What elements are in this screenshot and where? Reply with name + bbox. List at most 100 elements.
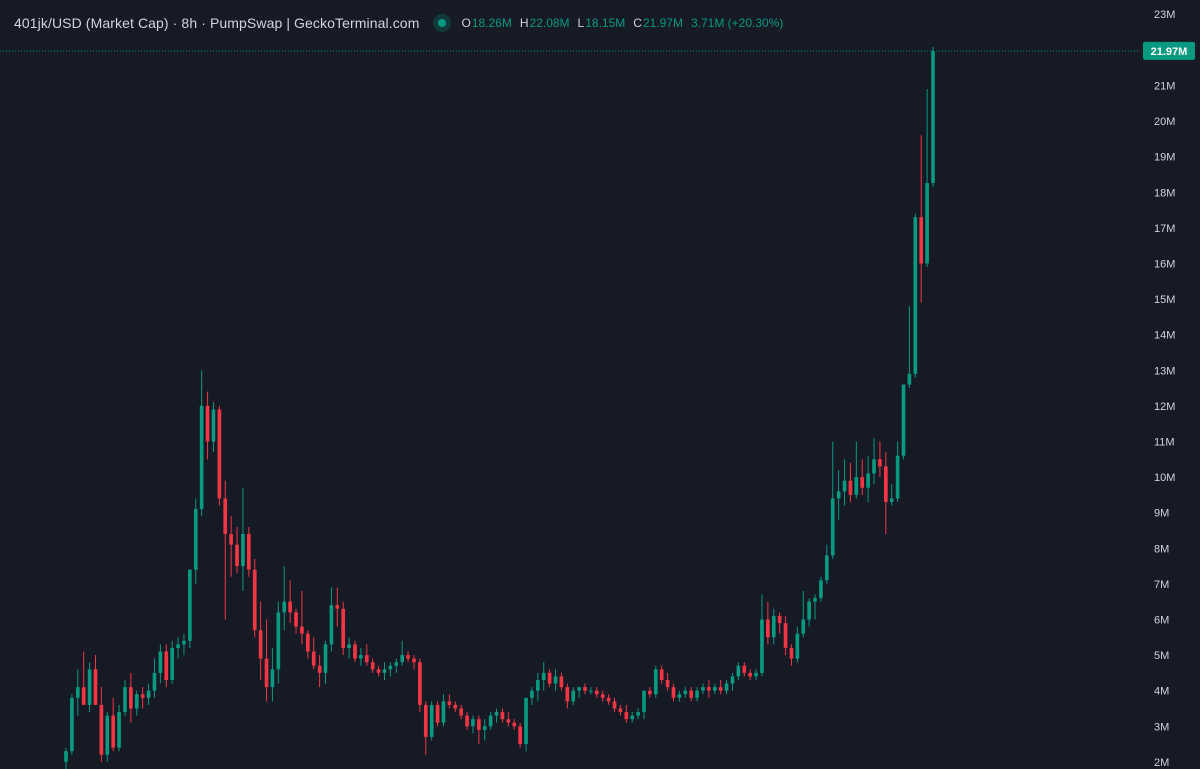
- candle-body: [701, 687, 705, 691]
- candle-body: [453, 704, 458, 709]
- candle-body: [288, 601, 292, 613]
- candle-body: [748, 672, 752, 677]
- candle-body: [111, 715, 116, 748]
- y-tick-label: 7M: [1154, 579, 1169, 591]
- candle-body: [530, 690, 534, 698]
- candle-body: [712, 687, 717, 691]
- candle-body: [134, 694, 139, 709]
- close-value: 21.97M: [642, 16, 683, 30]
- y-tick-label: 15M: [1154, 294, 1175, 306]
- candle-body: [388, 665, 393, 670]
- candle-body: [359, 655, 363, 659]
- candle-body: [64, 751, 68, 762]
- candle-body: [477, 719, 481, 730]
- candle-body: [600, 694, 605, 698]
- y-tick-label: 10M: [1154, 472, 1175, 484]
- candle-body: [264, 658, 269, 688]
- candle-body: [87, 669, 92, 705]
- candle-body: [736, 665, 741, 677]
- candle-body: [193, 509, 198, 570]
- open-value: 18.26M: [471, 16, 512, 30]
- candle-body: [760, 619, 764, 673]
- candle-body: [577, 687, 581, 691]
- candle-body: [866, 473, 870, 488]
- candle-body: [553, 676, 558, 684]
- candle-body: [718, 687, 723, 691]
- candle-body: [382, 669, 387, 673]
- y-tick-label: 21M: [1154, 80, 1175, 92]
- candle-body: [518, 726, 522, 745]
- candles-layer: [64, 46, 935, 769]
- candle-body: [105, 715, 110, 755]
- candle-body: [247, 534, 251, 570]
- candle-body: [872, 459, 876, 474]
- candle-body: [630, 715, 635, 720]
- candle-body: [418, 662, 422, 705]
- candle-body: [223, 498, 228, 535]
- candle-body: [925, 182, 929, 264]
- candle-body: [300, 626, 304, 634]
- candle-body: [465, 715, 469, 727]
- candle-body: [93, 669, 98, 705]
- low-label: L: [577, 16, 585, 30]
- candle-body: [471, 719, 475, 727]
- candle-body: [305, 633, 310, 652]
- price-axis[interactable]: 23M22M21M20M19M18M17M16M15M14M13M12M11M1…: [1143, 9, 1195, 769]
- candle-body: [182, 640, 186, 645]
- y-tick-label: 3M: [1154, 721, 1169, 733]
- y-tick-label: 13M: [1154, 365, 1175, 377]
- candle-body: [158, 651, 163, 673]
- candle-body: [335, 605, 340, 609]
- candle-body: [406, 655, 410, 659]
- y-tick-label: 9M: [1154, 508, 1169, 520]
- low-value: 18.15M: [585, 16, 626, 30]
- y-tick-label: 17M: [1154, 223, 1175, 235]
- candle-body: [801, 619, 806, 634]
- candle-body: [412, 658, 416, 663]
- candle-body: [81, 687, 86, 705]
- candle-body: [653, 669, 658, 695]
- candle-body: [447, 701, 452, 705]
- candle-body: [754, 672, 758, 677]
- last-price-label: 21.97M: [1151, 46, 1188, 58]
- y-tick-label: 23M: [1154, 9, 1175, 21]
- y-tick-label: 19M: [1154, 152, 1175, 164]
- candle-body: [707, 687, 711, 691]
- candle-body: [482, 726, 487, 730]
- candle-body: [883, 466, 888, 502]
- candle-body: [512, 722, 517, 727]
- candle-body: [565, 687, 570, 702]
- candle-body: [170, 647, 174, 680]
- close-label: C: [633, 16, 642, 30]
- candle-body: [252, 569, 257, 631]
- candle-body: [783, 623, 788, 648]
- candle-body: [878, 459, 882, 467]
- candle-body: [75, 687, 80, 698]
- candle-body: [659, 669, 664, 680]
- candle-body: [164, 651, 169, 680]
- candle-body: [825, 555, 829, 581]
- candle-body: [665, 680, 670, 688]
- candle-body: [589, 690, 593, 692]
- candle-body: [624, 712, 629, 720]
- y-tick-label: 11M: [1154, 436, 1175, 448]
- candle-body: [724, 683, 729, 691]
- candle-body: [571, 690, 576, 702]
- candle-body: [636, 712, 640, 716]
- candle-body: [123, 687, 127, 713]
- chart-title: 401jk/USD (Market Cap) · 8h · PumpSwap |…: [14, 15, 420, 31]
- candle-body: [140, 694, 145, 698]
- open-label: O: [461, 16, 471, 30]
- candle-body: [229, 534, 233, 545]
- candle-body: [500, 712, 505, 720]
- candle-body: [99, 704, 104, 755]
- candle-body: [241, 534, 245, 567]
- candle-body: [205, 405, 210, 442]
- candle-body: [594, 690, 599, 695]
- y-tick-label: 20M: [1154, 116, 1175, 128]
- candle-body: [211, 409, 216, 442]
- candle-body: [347, 644, 351, 648]
- candle-body: [146, 690, 151, 698]
- candle-body: [353, 644, 357, 659]
